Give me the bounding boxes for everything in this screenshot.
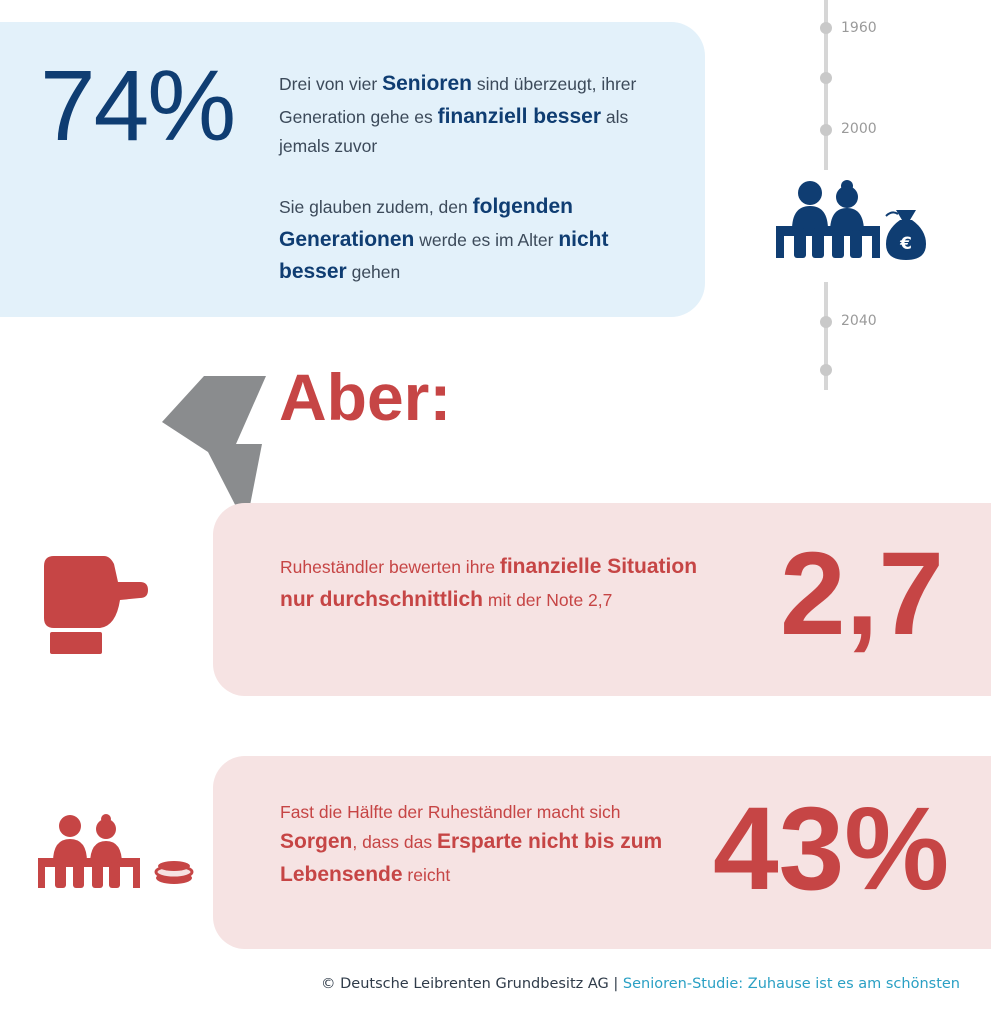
- rating-box: [213, 503, 991, 696]
- stat-worry-percent: 43%: [713, 783, 950, 915]
- timeline-label-2000: 2000: [841, 121, 877, 137]
- timeline-dot: [820, 22, 832, 34]
- body-text: reicht: [402, 864, 451, 885]
- stat-rating: 2,7: [780, 528, 945, 660]
- timeline-dot: [820, 316, 832, 328]
- body-text: Fast die Hälfte der Ruheständler macht s…: [280, 802, 621, 822]
- body-text: gehen: [346, 262, 401, 283]
- timeline-label-1960: 1960: [841, 20, 877, 36]
- footer-copyright: © Deutsche Leibrenten Grundbesitz AG |: [321, 976, 623, 992]
- emphasis-text: nicht besser: [279, 227, 609, 284]
- body-text: sind überzeugt, ihrer Generation gehe es: [279, 74, 637, 127]
- emphasis-text: Sorgen: [280, 830, 353, 854]
- stat-74-percent: 74%: [40, 50, 236, 162]
- body-text: Sie glauben zudem, den: [279, 197, 473, 217]
- emphasis-text: finanzielle Situation nur durchschnittli…: [280, 555, 698, 611]
- body-text: , dass das: [352, 832, 437, 853]
- body-text: Drei von vier: [279, 74, 383, 94]
- emphasis-text: Ersparte nicht bis zum Lebensende: [280, 830, 663, 886]
- timeline-line-lower: [824, 282, 828, 390]
- body-text: als jemals zuvor: [279, 106, 629, 157]
- timeline-line-upper: [824, 0, 828, 170]
- timeline-dot: [820, 364, 832, 376]
- lightning-bolt-icon: [162, 376, 266, 526]
- body-text: mit der Note 2,7: [483, 589, 613, 610]
- emphasis-text: finanziell besser: [437, 104, 601, 128]
- seniors-money-bag-icon: €: [776, 180, 926, 260]
- emphasis-text: folgenden Generationen: [279, 195, 573, 251]
- emphasis-text: Senioren: [382, 72, 472, 95]
- aber-heading: Aber:: [279, 360, 452, 434]
- body-text: werde es im Alter: [414, 229, 559, 250]
- seniors-coins-icon: [38, 814, 194, 888]
- thumb-sideways-icon: [44, 556, 148, 654]
- timeline-dot: [820, 124, 832, 136]
- timeline-label-2040: 2040: [841, 313, 877, 329]
- euro-icon: €: [899, 234, 912, 254]
- timeline-dot: [820, 72, 832, 84]
- footer: © Deutsche Leibrenten Grundbesitz AG | S…: [321, 976, 960, 992]
- worry-paragraph: Fast die Hälfte der Ruheständler macht s…: [280, 799, 700, 891]
- top-info-box: [0, 22, 705, 317]
- rating-paragraph: Ruheständler bewerten ihre finanzielle S…: [280, 551, 700, 616]
- worry-box: [213, 756, 991, 949]
- footer-study-title: Senioren-Studie: Zuhause ist es am schön…: [622, 976, 960, 992]
- top-paragraph-1: Drei von vier Senioren sind überzeugt, i…: [279, 68, 679, 160]
- top-paragraph-2: Sie glauben zudem, den folgenden Generat…: [279, 191, 659, 289]
- body-text: Ruheständler bewerten ihre: [280, 557, 500, 577]
